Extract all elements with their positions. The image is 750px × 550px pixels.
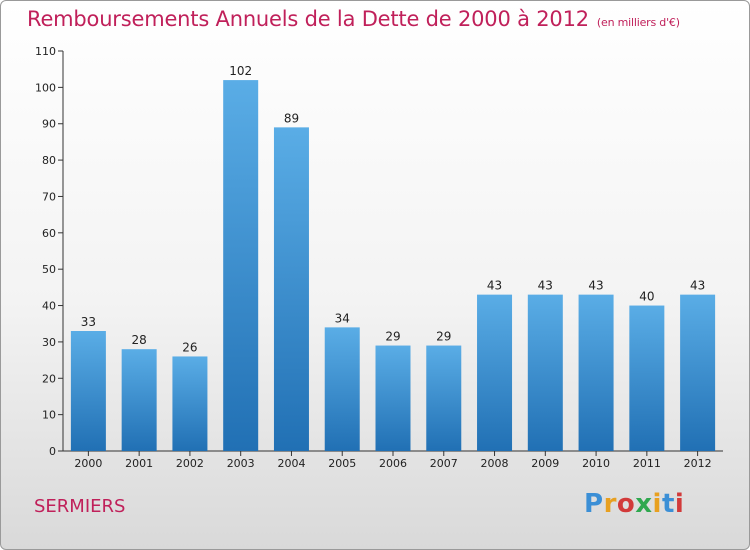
logo-letter: i <box>674 489 685 519</box>
data-label: 43 <box>487 279 502 293</box>
proxiti-logo: Proxiti <box>584 489 684 519</box>
y-tick-label: 10 <box>42 409 56 422</box>
bar <box>680 294 716 451</box>
y-tick-label: 0 <box>49 445 56 458</box>
x-tick-label: 2012 <box>684 457 712 470</box>
data-label: 43 <box>538 279 553 293</box>
y-tick-label: 80 <box>42 154 56 167</box>
x-tick-label: 2010 <box>582 457 610 470</box>
logo-letter: t <box>661 489 675 519</box>
commune-name: SERMIERS <box>34 496 126 517</box>
x-tick-label: 2004 <box>277 457 305 470</box>
y-tick-label: 20 <box>42 372 56 385</box>
data-label: 26 <box>182 340 197 354</box>
x-tick-label: 2008 <box>481 457 509 470</box>
bar <box>273 127 309 451</box>
bar <box>578 294 614 451</box>
logo-letter: P <box>584 489 604 519</box>
chart-title-text: Remboursements Annuels de la Dette de 20… <box>27 7 589 31</box>
data-label: 33 <box>81 315 96 329</box>
y-tick-label: 90 <box>42 118 56 131</box>
x-tick-label: 2007 <box>430 457 458 470</box>
chart-labels: 2000 33 2001 28 2002 26 2003 102 2004 89 2005 34 200… <box>74 64 711 470</box>
bar <box>223 80 259 451</box>
bar <box>172 356 208 451</box>
bar <box>426 345 462 451</box>
y-tick-label: 50 <box>42 263 56 276</box>
bar <box>527 294 563 451</box>
x-tick-label: 2006 <box>379 457 407 470</box>
data-label: 34 <box>335 311 350 325</box>
y-tick-label: 30 <box>42 336 56 349</box>
x-tick-label: 2003 <box>227 457 255 470</box>
y-tick-label: 40 <box>42 300 56 313</box>
data-label: 29 <box>385 330 400 344</box>
bar <box>324 327 360 451</box>
data-label: 28 <box>132 333 147 347</box>
logo-letter: o <box>616 489 636 519</box>
x-tick-label: 2001 <box>125 457 153 470</box>
data-label: 43 <box>588 279 603 293</box>
y-tick-label: 60 <box>42 227 56 240</box>
bar <box>121 349 157 451</box>
x-tick-label: 2009 <box>531 457 559 470</box>
data-label: 43 <box>690 279 705 293</box>
bar <box>375 345 411 451</box>
y-tick-label: 110 <box>35 45 56 58</box>
data-label: 40 <box>639 290 654 304</box>
chart-subtitle: (en milliers d'€) <box>596 16 680 29</box>
bar <box>477 294 513 451</box>
x-tick-label: 2011 <box>633 457 661 470</box>
bar <box>629 305 665 451</box>
bar <box>70 331 106 451</box>
data-label: 102 <box>229 64 252 78</box>
data-label: 29 <box>436 330 451 344</box>
chart-title: Remboursements Annuels de la Dette de 20… <box>27 7 680 31</box>
x-tick-label: 2005 <box>328 457 356 470</box>
logo-letter: i <box>652 489 662 519</box>
logo-letter: r <box>603 489 617 519</box>
x-tick-label: 2000 <box>74 457 102 470</box>
x-tick-label: 2002 <box>176 457 204 470</box>
y-tick-label: 100 <box>35 81 56 94</box>
data-label: 89 <box>284 111 299 125</box>
chart-bars <box>70 80 716 451</box>
logo-letter: x <box>635 489 653 519</box>
y-tick-label: 70 <box>42 190 56 203</box>
